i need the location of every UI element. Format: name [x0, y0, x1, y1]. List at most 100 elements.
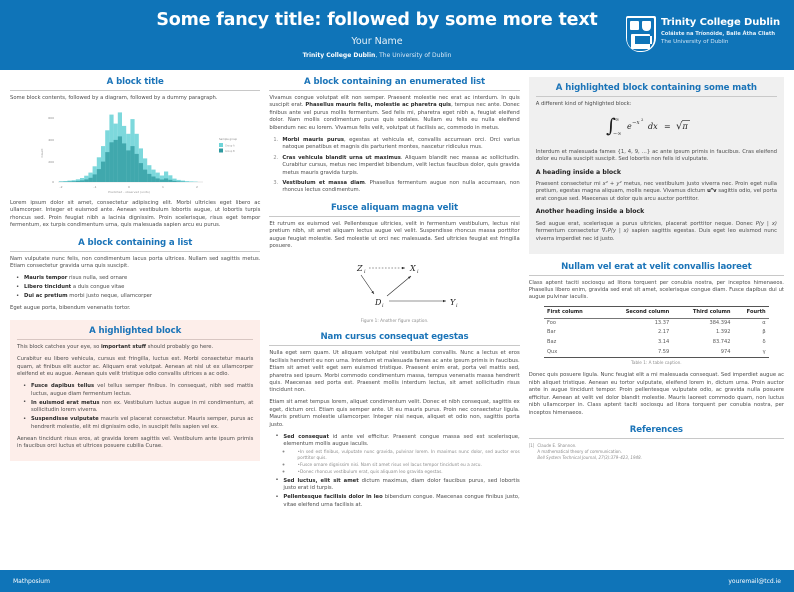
highlight-lead-paragraph: This block catches your eye, so importan… [17, 344, 253, 351]
list-item-lead: Suspendisse vulputate [31, 416, 99, 423]
table-cell: α [762, 319, 766, 326]
list-outro-text: Eget augue porta, bibendum venenatis tor… [10, 305, 131, 312]
list-item: Sed luctus, elit sit amet dictum maximus… [275, 477, 519, 493]
poster-affiliation: Trinity College Dublin, The University o… [0, 52, 754, 59]
list-item: Sed consequat id ante vel efficitur. Pra… [275, 433, 519, 477]
block-divider [269, 215, 520, 217]
block-divider [269, 345, 520, 347]
poster-header: Some fancy title: followed by some more … [0, 0, 794, 70]
svg-text:e: e [627, 122, 632, 131]
block-enumerated-list: A block containing an enumerated list Vi… [269, 77, 520, 195]
table-header-row: First column Second column Third column … [544, 306, 769, 319]
block-divider [528, 274, 784, 276]
block-references: References [1] Claude E. Shannon. A math… [528, 425, 784, 461]
svg-text:Group A: Group A [225, 144, 235, 147]
list-item-rest: . Phasellus fermentum augue non nulla ac… [282, 180, 520, 194]
svg-text:Sample group: Sample group [219, 137, 237, 141]
block-fusce-aliquam: Fusce aliquam magna velit Et rutrum ex e… [269, 203, 520, 324]
reference-number: [1] [528, 443, 535, 449]
svg-text:i: i [382, 303, 384, 309]
list-item: Vestibulum et massa diam. Phasellus ferm… [273, 180, 519, 195]
block-divider [10, 90, 261, 91]
highlight-paragraph-2: Curabitur eu libero vehicula, cursus est… [17, 356, 254, 378]
reference-entry: [1] Claude E. Shannon. A mathematical th… [529, 443, 784, 461]
table-cell: 384.394 [709, 319, 731, 326]
column-2: A block containing an enumerated list Vi… [269, 77, 520, 570]
table-row: Foo 13.37 384.394 α [544, 318, 769, 328]
list-item: Cras vehicula blandit urna ut maximus. A… [273, 155, 519, 177]
list-item-lead: Sed consequat [283, 433, 329, 440]
block-title: A highlighted block [89, 326, 182, 337]
svg-text:-2: -2 [59, 185, 62, 189]
table-caption: Table 1: A table caption. [631, 360, 682, 366]
block-a-block-title: A block title Some block contents, follo… [10, 77, 261, 230]
causal-diagram-figure: Z i X i D i Y i [269, 255, 519, 313]
block-a-block-containing-a-list: A block containing a list Nam vulputate … [10, 237, 261, 313]
block-divider [269, 90, 520, 91]
poster-body: A block title Some block contents, follo… [0, 70, 794, 570]
svg-text:Z: Z [356, 264, 363, 273]
svg-text:Predicted - observed (units): Predicted - observed (units) [108, 190, 150, 194]
table-cell: 1.392 [715, 329, 731, 336]
svg-text:Count: Count [40, 148, 44, 158]
svg-text:0: 0 [52, 180, 54, 184]
reference-author: Claude E. Shannon. [537, 443, 577, 449]
table-cell: 83.742 [712, 338, 731, 345]
math-p2-b: metus, nec vestibulum justo viverra nec.… [535, 181, 777, 195]
block-divider [528, 438, 784, 440]
list-item: In euismod erat metus non ex. Vestibulum… [23, 399, 253, 415]
causal-diagram: Z i X i D i Y i [356, 264, 458, 309]
svg-text:dx: dx [648, 122, 658, 131]
block-divider [17, 339, 254, 341]
list-item-lead: Fusce dapibus tellus [31, 383, 95, 390]
svg-text:−x: −x [632, 120, 640, 126]
list-item-lead: Vestibulum et massa diam [282, 180, 365, 187]
table-cell: γ [733, 347, 769, 358]
sub-list-item: Donec rhoncus vestibulum erat, quis aliq… [292, 470, 519, 477]
table-row: Bar 2.17 1.392 β [544, 328, 769, 338]
series-group-b [58, 136, 185, 182]
table-cell: 7.59 [602, 347, 673, 358]
page-title: Some fancy title: followed by some more … [156, 10, 598, 31]
svg-text:600: 600 [48, 116, 54, 120]
table-cell: Baz [547, 338, 557, 345]
svg-text:Group B: Group B [225, 150, 235, 153]
reference-title: A mathematical theory of communication. [537, 449, 622, 455]
math-p2-c: sagittis odio, vel porta erat congue sed… [535, 188, 777, 202]
math-p3-b: fermentum consectetur [535, 228, 602, 235]
logo-line-1: Trinity College Dublin [660, 17, 780, 28]
block-title: Nullam vel erat at velit convallis laore… [561, 261, 752, 272]
svg-text:i: i [456, 303, 458, 309]
list-item-lead: Pellentesque facilisis dolor in leo [283, 494, 383, 501]
highlight-text-bold: important stuff [101, 344, 146, 351]
nullam-paragraph-1: Class aptent taciti sociosqu ad litora t… [528, 279, 784, 301]
table-header-cell: Second column [602, 306, 673, 319]
math-p3-a: Sed augue erat, scelerisque a purus ultr… [535, 220, 756, 227]
poster-author: Your Name [351, 35, 403, 47]
block-title: A block title [106, 77, 164, 87]
math-intro-text: A different kind of highlighted block: [535, 101, 632, 107]
svg-text:∫: ∫ [606, 115, 616, 137]
poster-footer: Mathposium youremail@tcd.ie [0, 570, 794, 592]
bullet-list: Mauris tempor risus nulla, sed ornare Li… [10, 275, 260, 301]
enum-text-a: Vivamus congue volutpat elit non semper.… [269, 95, 520, 109]
list-item-lead: Mauris tempor [24, 275, 68, 282]
list-item-lead: Dui ac pretium [24, 293, 68, 300]
svg-text:-1: -1 [93, 185, 96, 189]
nullam-paragraph-2: Donec quis posuere ligula. Nunc feugiat … [528, 372, 784, 416]
list-item-rest: risus nulla, sed ornare [67, 275, 128, 282]
svg-text:−∞: −∞ [613, 131, 621, 137]
footer-right-text: youremail@tcd.ie [728, 577, 781, 585]
list-item-lead: In euismod erat metus [31, 399, 100, 406]
list-item-rest: , egestas at vehicula et, convallis accu… [282, 136, 520, 151]
list-item-rest: bibendum congue. Maecenas congue finibus… [283, 494, 520, 508]
block-title: A block containing a list [78, 237, 193, 248]
table-header-cell: First column [544, 306, 603, 319]
histogram-figure: 600 400 200 0 Count [10, 107, 260, 195]
svg-text:X: X [409, 264, 416, 273]
highlight-text-c: should probably go here. [145, 344, 214, 351]
list-item-lead: Sed luctus, elit sit amet [283, 477, 359, 484]
enum-intro-paragraph: Vivamus congue volutpat elit non semper.… [269, 95, 519, 132]
table-cell: 974 [672, 347, 734, 358]
figure-caption: Figure 1: Another figure caption. [360, 318, 429, 324]
